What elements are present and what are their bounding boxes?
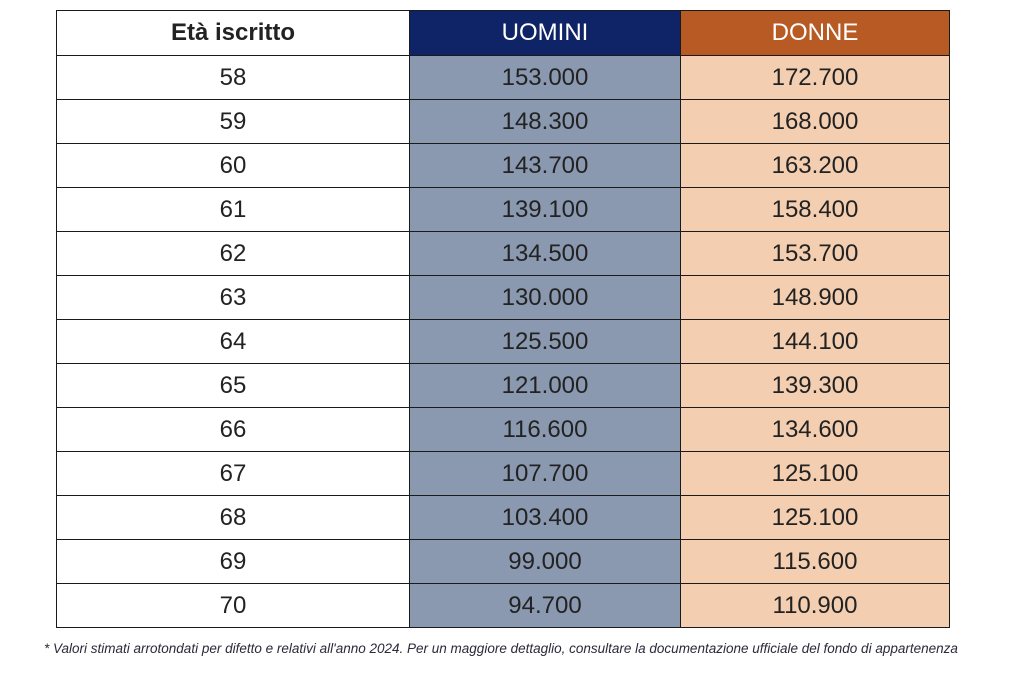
cell-age: 61 bbox=[56, 187, 410, 232]
cell-age: 60 bbox=[56, 143, 410, 188]
cell-women: 148.900 bbox=[680, 275, 950, 320]
table-row: 70 94.700 110.900 bbox=[56, 583, 950, 628]
cell-women: 172.700 bbox=[680, 55, 950, 100]
table-row: 65 121.000 139.300 bbox=[56, 363, 950, 408]
cell-women: 139.300 bbox=[680, 363, 950, 408]
cell-age: 59 bbox=[56, 99, 410, 144]
cell-women: 125.100 bbox=[680, 495, 950, 540]
cell-men: 107.700 bbox=[409, 451, 681, 496]
table-row: 68 103.400 125.100 bbox=[56, 495, 950, 540]
table-row: 61 139.100 158.400 bbox=[56, 187, 950, 232]
table-row: 59 148.300 168.000 bbox=[56, 99, 950, 144]
cell-women: 125.100 bbox=[680, 451, 950, 496]
table-row: 58 153.000 172.700 bbox=[56, 55, 950, 100]
cell-women: 153.700 bbox=[680, 231, 950, 276]
cell-women: 158.400 bbox=[680, 187, 950, 232]
cell-age: 64 bbox=[56, 319, 410, 364]
cell-age: 67 bbox=[56, 451, 410, 496]
cell-age: 62 bbox=[56, 231, 410, 276]
cell-age: 58 bbox=[56, 55, 410, 100]
cell-age: 65 bbox=[56, 363, 410, 408]
cell-men: 94.700 bbox=[409, 583, 681, 628]
cell-men: 130.000 bbox=[409, 275, 681, 320]
header-women: DONNE bbox=[680, 10, 950, 56]
cell-men: 121.000 bbox=[409, 363, 681, 408]
footnote: * Valori stimati arrotondati per difetto… bbox=[44, 641, 958, 656]
cell-men: 143.700 bbox=[409, 143, 681, 188]
header-men: UOMINI bbox=[409, 10, 681, 56]
table-row: 62 134.500 153.700 bbox=[56, 231, 950, 276]
cell-age: 63 bbox=[56, 275, 410, 320]
table-row: 66 116.600 134.600 bbox=[56, 407, 950, 452]
cell-women: 115.600 bbox=[680, 539, 950, 584]
cell-men: 134.500 bbox=[409, 231, 681, 276]
cell-women: 134.600 bbox=[680, 407, 950, 452]
cell-men: 148.300 bbox=[409, 99, 681, 144]
table-container: Età iscritto UOMINI DONNE 58 153.000 172.7… bbox=[56, 10, 950, 628]
cell-age: 70 bbox=[56, 583, 410, 628]
cell-age: 68 bbox=[56, 495, 410, 540]
cell-men: 139.100 bbox=[409, 187, 681, 232]
header-age: Età iscritto bbox=[56, 10, 410, 56]
table-body: 58 153.000 172.700 59 148.300 168.000 60 143.70… bbox=[56, 55, 950, 628]
cell-age: 66 bbox=[56, 407, 410, 452]
table-row: 69 99.000 115.600 bbox=[56, 539, 950, 584]
table-row: 60 143.700 163.200 bbox=[56, 143, 950, 188]
cell-women: 168.000 bbox=[680, 99, 950, 144]
values-table: Età iscritto UOMINI DONNE 58 153.000 172.7… bbox=[56, 10, 950, 628]
cell-women: 144.100 bbox=[680, 319, 950, 364]
cell-men: 153.000 bbox=[409, 55, 681, 100]
header-row: Età iscritto UOMINI DONNE bbox=[56, 10, 950, 56]
cell-women: 110.900 bbox=[680, 583, 950, 628]
table-row: 67 107.700 125.100 bbox=[56, 451, 950, 496]
cell-men: 99.000 bbox=[409, 539, 681, 584]
table-row: 63 130.000 148.900 bbox=[56, 275, 950, 320]
cell-women: 163.200 bbox=[680, 143, 950, 188]
cell-men: 103.400 bbox=[409, 495, 681, 540]
cell-men: 116.600 bbox=[409, 407, 681, 452]
cell-men: 125.500 bbox=[409, 319, 681, 364]
table-row: 64 125.500 144.100 bbox=[56, 319, 950, 364]
cell-age: 69 bbox=[56, 539, 410, 584]
